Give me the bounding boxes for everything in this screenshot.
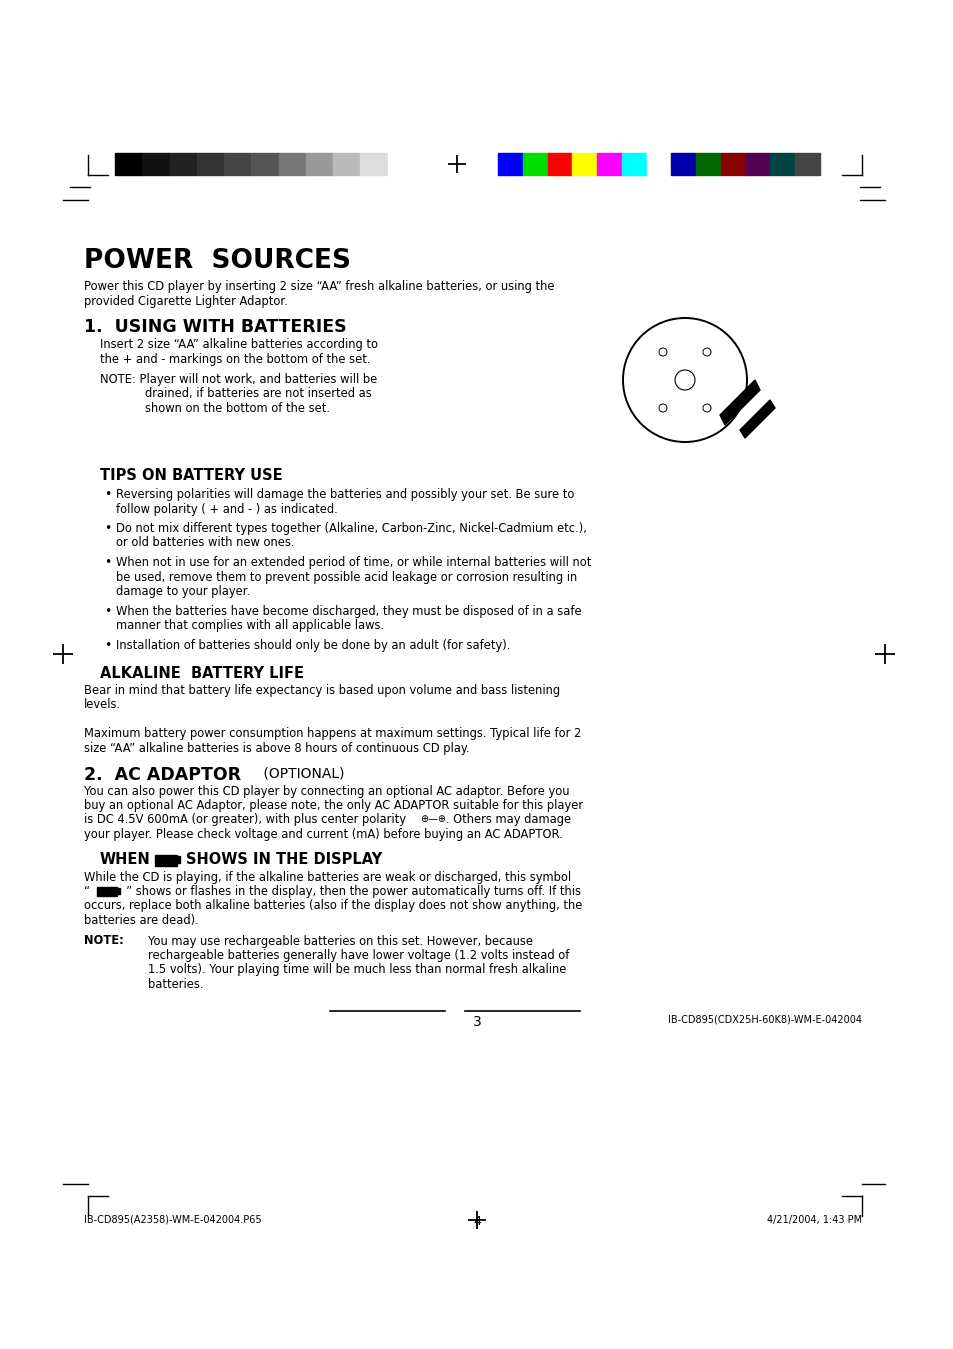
Text: 1.  USING WITH BATTERIES: 1. USING WITH BATTERIES xyxy=(84,318,346,336)
Bar xyxy=(306,152,333,175)
Text: SHOWS IN THE DISPLAY: SHOWS IN THE DISPLAY xyxy=(186,853,382,867)
Bar xyxy=(196,152,224,175)
Text: When not in use for an extended period of time, or while internal batteries will: When not in use for an extended period o… xyxy=(116,556,591,569)
Text: your player. Please check voltage and current (mA) before buying an AC ADAPTOR.: your player. Please check voltage and cu… xyxy=(84,828,562,840)
Text: •: • xyxy=(104,604,112,618)
Text: •: • xyxy=(104,522,112,536)
Bar xyxy=(251,152,278,175)
Text: IB-CD895(A2358)-WM-E-042004.P65: IB-CD895(A2358)-WM-E-042004.P65 xyxy=(84,1215,261,1225)
Bar xyxy=(696,152,720,175)
Bar xyxy=(115,152,142,175)
Text: While the CD is playing, if the alkaline batteries are weak or discharged, this : While the CD is playing, if the alkaline… xyxy=(84,870,571,884)
Bar xyxy=(224,152,251,175)
Text: is DC 4.5V 600mA (or greater), with plus center polarity           . Others may : is DC 4.5V 600mA (or greater), with plus… xyxy=(84,813,571,827)
Text: 2.  AC ADAPTOR: 2. AC ADAPTOR xyxy=(84,766,241,785)
Text: manner that complies with all applicable laws.: manner that complies with all applicable… xyxy=(116,619,384,631)
Bar xyxy=(795,152,820,175)
Text: Bear in mind that battery life expectancy is based upon volume and bass listenin: Bear in mind that battery life expectanc… xyxy=(84,684,559,697)
Bar xyxy=(572,152,597,175)
Bar xyxy=(142,152,170,175)
Bar xyxy=(154,854,177,866)
Bar xyxy=(177,857,180,863)
Text: levels.: levels. xyxy=(84,699,121,711)
Text: “          ” shows or flashes in the display, then the power automatically turns: “ ” shows or flashes in the display, the… xyxy=(84,885,580,898)
Text: follow polarity ( + and - ) as indicated.: follow polarity ( + and - ) as indicated… xyxy=(116,502,337,515)
Bar xyxy=(720,152,745,175)
Text: Do not mix different types together (Alkaline, Carbon-Zinc, Nickel-Cadmium etc.): Do not mix different types together (Alk… xyxy=(116,522,586,536)
Text: Insert 2 size “AA” alkaline batteries according to: Insert 2 size “AA” alkaline batteries ac… xyxy=(100,339,377,351)
Text: 1.5 volts). Your playing time will be much less than normal fresh alkaline: 1.5 volts). Your playing time will be mu… xyxy=(148,963,566,977)
Text: NOTE: Player will not work, and batteries will be: NOTE: Player will not work, and batterie… xyxy=(100,374,376,386)
Text: •: • xyxy=(104,556,112,569)
Text: Installation of batteries should only be done by an adult (for safety).: Installation of batteries should only be… xyxy=(116,638,510,652)
Text: shown on the bottom of the set.: shown on the bottom of the set. xyxy=(145,402,330,415)
Bar xyxy=(770,152,795,175)
Bar xyxy=(97,888,117,896)
Text: be used, remove them to prevent possible acid leakage or corrosion resulting in: be used, remove them to prevent possible… xyxy=(116,571,577,584)
Text: the + and - markings on the bottom of the set.: the + and - markings on the bottom of th… xyxy=(100,352,370,366)
Text: NOTE:: NOTE: xyxy=(84,935,124,947)
Bar xyxy=(333,152,360,175)
Text: batteries are dead).: batteries are dead). xyxy=(84,915,198,927)
Text: POWER  SOURCES: POWER SOURCES xyxy=(84,248,351,274)
Text: ALKALINE  BATTERY LIFE: ALKALINE BATTERY LIFE xyxy=(100,666,304,681)
Text: (OPTIONAL): (OPTIONAL) xyxy=(258,766,344,781)
Text: provided Cigarette Lighter Adaptor.: provided Cigarette Lighter Adaptor. xyxy=(84,294,288,308)
Text: buy an optional AC Adaptor, please note, the only AC ADAPTOR suitable for this p: buy an optional AC Adaptor, please note,… xyxy=(84,799,582,812)
Bar xyxy=(671,152,696,175)
Text: 4/21/2004, 1:43 PM: 4/21/2004, 1:43 PM xyxy=(766,1215,862,1225)
Text: rechargeable batteries generally have lower voltage (1.2 volts instead of: rechargeable batteries generally have lo… xyxy=(148,948,569,962)
Bar xyxy=(117,889,120,894)
Bar xyxy=(522,152,547,175)
Text: Reversing polarities will damage the batteries and possibly your set. Be sure to: Reversing polarities will damage the bat… xyxy=(116,488,574,500)
Text: Maximum battery power consumption happens at maximum settings. Typical life for : Maximum battery power consumption happen… xyxy=(84,727,580,741)
Text: or old batteries with new ones.: or old batteries with new ones. xyxy=(116,537,294,549)
Text: IB-CD895(CDX25H-60K8)-WM-E-042004: IB-CD895(CDX25H-60K8)-WM-E-042004 xyxy=(667,1014,862,1024)
Text: TIPS ON BATTERY USE: TIPS ON BATTERY USE xyxy=(100,468,282,483)
Polygon shape xyxy=(740,401,774,438)
Bar xyxy=(597,152,621,175)
Text: occurs, replace both alkaline batteries (also if the display does not show anyth: occurs, replace both alkaline batteries … xyxy=(84,900,581,912)
Text: WHEN: WHEN xyxy=(100,853,151,867)
Bar xyxy=(360,152,387,175)
Text: You may use rechargeable batteries on this set. However, because: You may use rechargeable batteries on th… xyxy=(148,935,533,947)
Bar xyxy=(621,152,646,175)
Text: When the batteries have become discharged, they must be disposed of in a safe: When the batteries have become discharge… xyxy=(116,604,581,618)
Text: •: • xyxy=(104,638,112,652)
Text: damage to your player.: damage to your player. xyxy=(116,585,250,598)
Bar xyxy=(497,152,522,175)
Text: ⊕—⊕: ⊕—⊕ xyxy=(419,813,446,823)
Text: drained, if batteries are not inserted as: drained, if batteries are not inserted a… xyxy=(145,387,372,401)
Text: batteries.: batteries. xyxy=(148,978,203,992)
Bar xyxy=(547,152,572,175)
Text: You can also power this CD player by connecting an optional AC adaptor. Before y: You can also power this CD player by con… xyxy=(84,785,569,797)
Text: 3: 3 xyxy=(472,1014,481,1028)
Bar xyxy=(745,152,770,175)
Bar xyxy=(170,152,196,175)
Polygon shape xyxy=(720,380,760,425)
Text: size “AA” alkaline batteries is above 8 hours of continuous CD play.: size “AA” alkaline batteries is above 8 … xyxy=(84,742,469,755)
Bar xyxy=(646,152,671,175)
Bar xyxy=(278,152,306,175)
Text: •: • xyxy=(104,488,112,500)
Text: 4: 4 xyxy=(473,1215,480,1228)
Text: Power this CD player by inserting 2 size “AA” fresh alkaline batteries, or using: Power this CD player by inserting 2 size… xyxy=(84,281,554,293)
Bar xyxy=(387,152,415,175)
